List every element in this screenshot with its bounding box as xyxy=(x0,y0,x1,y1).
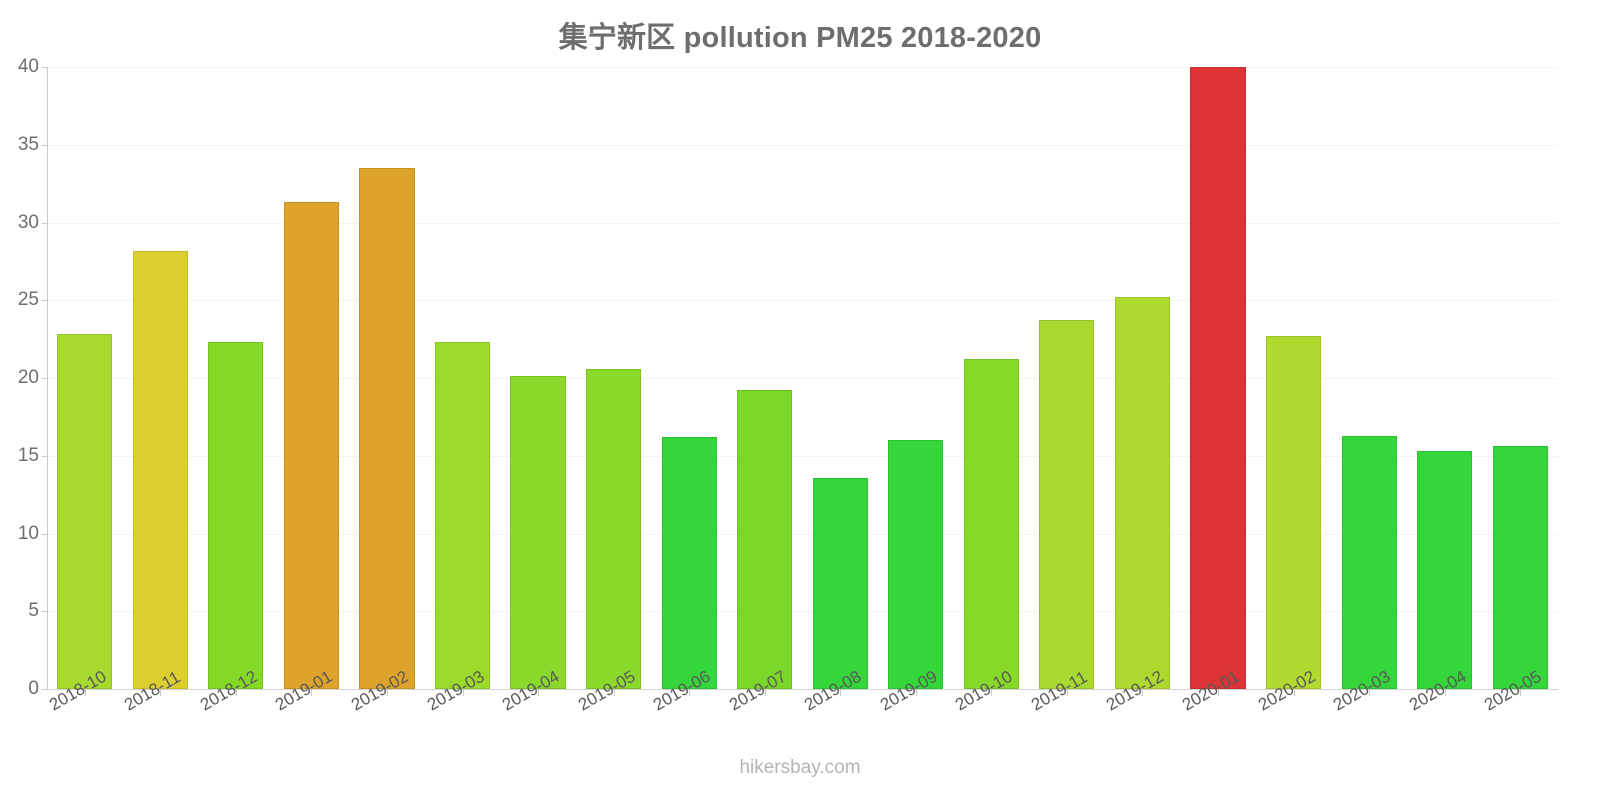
x-axis-tick-mark xyxy=(689,689,691,696)
gridline xyxy=(47,455,1558,457)
y-axis-tick-label: 10 xyxy=(17,522,39,544)
y-axis-tick-label: 15 xyxy=(17,444,39,466)
bar-2019-09[interactable] xyxy=(888,440,944,689)
x-axis-tick-mark xyxy=(538,689,540,696)
chart-title: 集宁新区 pollution PM25 2018-2020 xyxy=(558,22,1042,54)
x-axis-tick-mark xyxy=(160,689,162,696)
bar-2019-08[interactable] xyxy=(812,477,868,689)
gridline xyxy=(47,689,1558,690)
y-axis-tick-label: 25 xyxy=(17,289,39,311)
y-axis-tick-mark xyxy=(42,611,48,613)
bar-2020-01[interactable] xyxy=(1190,67,1246,689)
bar-2018-12[interactable] xyxy=(208,342,264,689)
bar-2020-04[interactable] xyxy=(1417,451,1473,689)
gridline xyxy=(47,300,1558,302)
gridline xyxy=(47,533,1558,535)
y-axis-tick-label: 0 xyxy=(28,678,39,699)
bar-2020-02[interactable] xyxy=(1265,336,1322,689)
x-axis-tick-mark xyxy=(1218,689,1220,696)
gridline xyxy=(47,378,1558,379)
bar-2020-03[interactable] xyxy=(1341,435,1397,689)
x-axis-tick-mark xyxy=(1369,689,1371,696)
bar-2019-10[interactable] xyxy=(963,359,1019,689)
bar-2019-05[interactable] xyxy=(586,368,642,689)
y-axis-tick-label: 5 xyxy=(28,600,39,622)
y-axis-tick-mark xyxy=(42,144,48,146)
x-axis-tick-mark xyxy=(84,689,86,696)
x-axis-tick-mark xyxy=(386,689,388,696)
x-axis-tick-mark xyxy=(235,689,237,696)
gridline xyxy=(47,67,1558,68)
bar-2019-11[interactable] xyxy=(1039,320,1095,689)
bar-2018-11[interactable] xyxy=(132,250,188,689)
gridline xyxy=(47,611,1558,613)
x-axis-tick-mark xyxy=(1444,689,1446,696)
bar-2019-04[interactable] xyxy=(510,376,566,689)
bar-2019-03[interactable] xyxy=(434,342,491,689)
x-axis-tick-mark xyxy=(764,689,766,696)
x-axis-tick-mark xyxy=(840,689,842,696)
y-axis-tick-mark xyxy=(42,222,48,224)
y-axis-tick-mark xyxy=(42,455,48,457)
y-axis-tick-mark xyxy=(42,533,48,535)
y-axis-tick-label: 30 xyxy=(17,211,39,233)
x-axis-tick-mark xyxy=(915,689,917,696)
y-axis-tick-mark xyxy=(42,378,48,379)
bar-2019-07[interactable] xyxy=(737,390,793,689)
x-axis-tick-mark xyxy=(1142,689,1144,696)
x-axis-tick-mark xyxy=(613,689,615,696)
x-axis-tick-mark xyxy=(1293,689,1295,696)
y-axis-tick-label: 40 xyxy=(17,56,39,77)
y-axis-tick-mark xyxy=(42,67,48,68)
x-axis-tick-mark xyxy=(311,689,313,696)
y-axis-tick-label: 35 xyxy=(17,133,39,155)
x-axis-tick-mark xyxy=(991,689,993,696)
x-axis-tick-mark xyxy=(1520,689,1522,696)
bar-2019-01[interactable] xyxy=(283,202,339,689)
y-axis-tick-mark xyxy=(42,689,48,690)
gridline xyxy=(47,222,1558,224)
bar-2019-06[interactable] xyxy=(661,437,717,689)
y-axis-tick-label: 20 xyxy=(17,367,39,388)
bar-2019-02[interactable] xyxy=(359,168,415,689)
y-axis-tick-mark xyxy=(42,300,48,302)
x-axis-tick-mark xyxy=(462,689,464,696)
plot-area xyxy=(47,67,1558,690)
gridline xyxy=(47,144,1558,146)
x-axis-tick-mark xyxy=(1066,689,1068,696)
bar-2018-10[interactable] xyxy=(57,334,113,689)
footer-credit: hikersbay.com xyxy=(739,757,861,778)
bar-2020-05[interactable] xyxy=(1492,446,1548,689)
bar-2019-12[interactable] xyxy=(1114,297,1171,689)
